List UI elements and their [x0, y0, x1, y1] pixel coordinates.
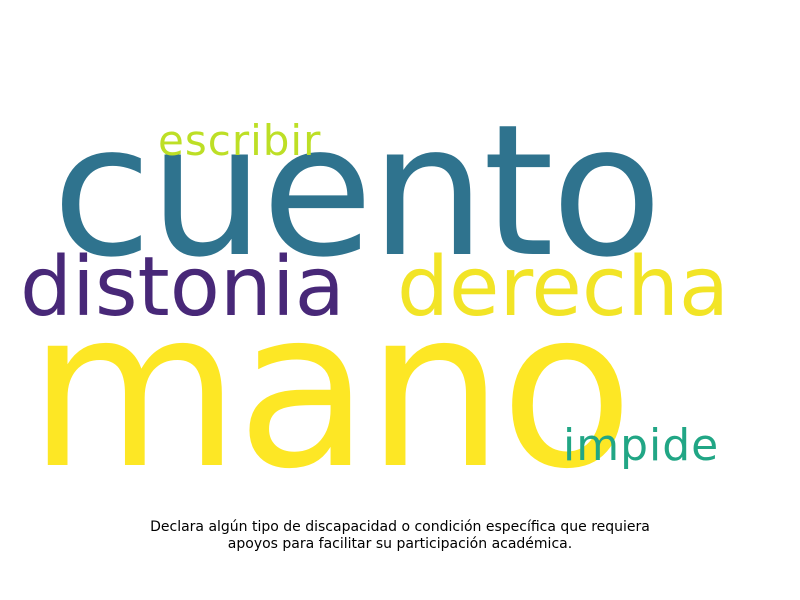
- word-derecha: derecha: [397, 240, 730, 335]
- word-cuento: cuento: [52, 85, 662, 297]
- word-cloud: mano cuento distonia derecha escribir im…: [20, 85, 730, 517]
- word-mano: mano: [28, 264, 633, 517]
- word-impide: impide: [563, 420, 720, 471]
- word-distonia: distonia: [20, 240, 345, 335]
- word-escribir: escribir: [158, 116, 322, 165]
- caption: Declara algún tipo de discapacidad o con…: [150, 519, 650, 552]
